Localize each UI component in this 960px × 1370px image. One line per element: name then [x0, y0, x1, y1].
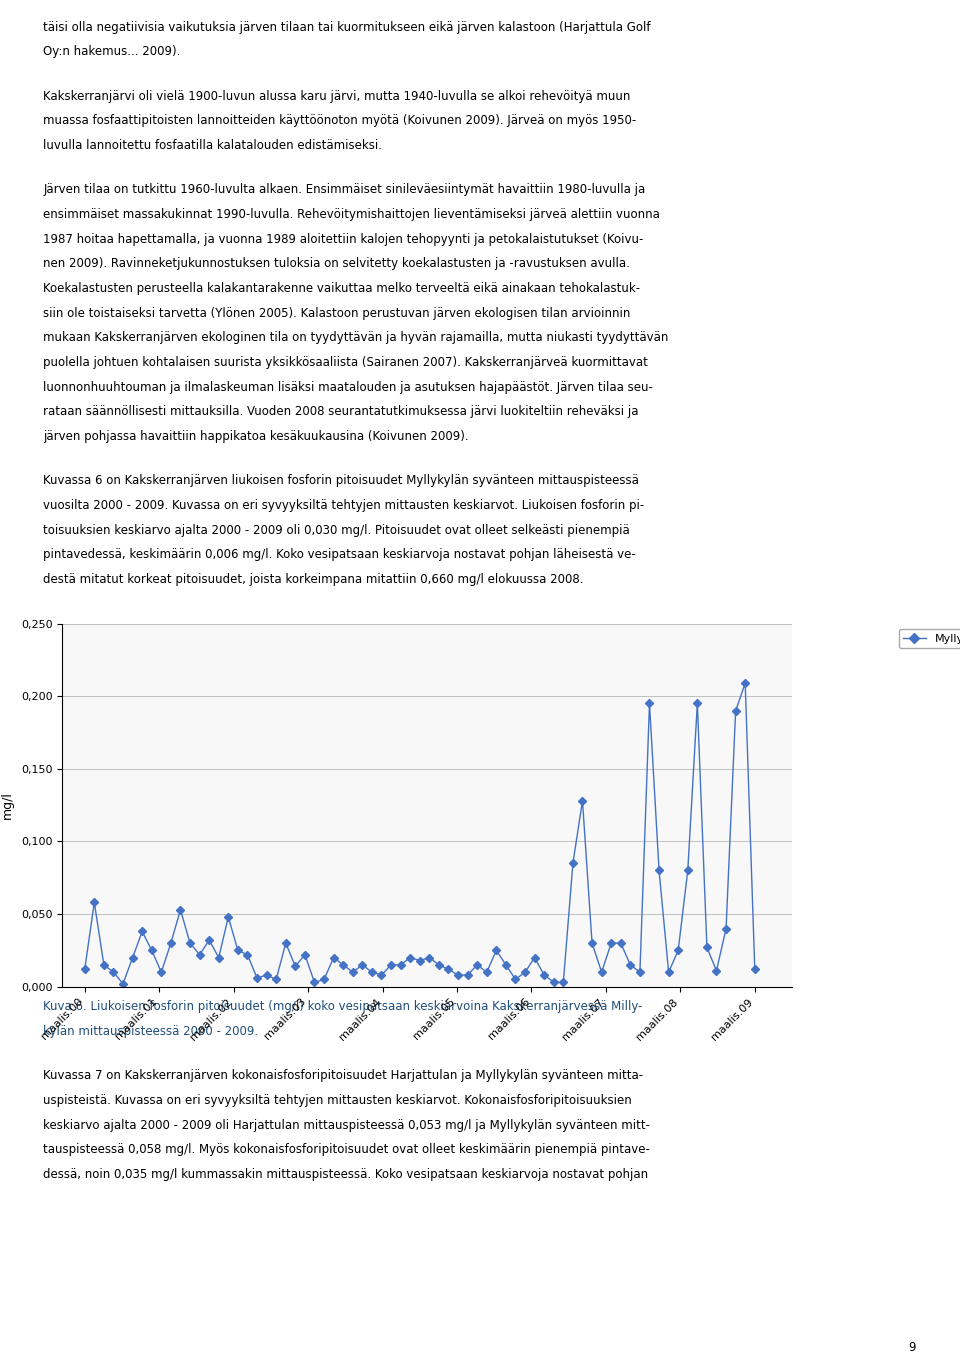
Text: toisuuksien keskiarvo ajalta 2000 - 2009 oli 0,030 mg/l. Pitoisuudet ovat olleet: toisuuksien keskiarvo ajalta 2000 - 2009… [43, 523, 630, 537]
Text: Koekalastusten perusteella kalakantarakenne vaikuttaa melko terveeltä eikä ainak: Koekalastusten perusteella kalakantarake… [43, 282, 640, 295]
Text: muassa fosfaattipitoisten lannoitteiden käyttöönoton myötä (Koivunen 2009). Järv: muassa fosfaattipitoisten lannoitteiden … [43, 114, 636, 127]
Text: dessä, noin 0,035 mg/l kummassakin mittauspisteessä. Koko vesipatsaan keskiarvoj: dessä, noin 0,035 mg/l kummassakin mitta… [43, 1169, 648, 1181]
Text: luvulla lannoitettu fosfaatilla kalatalouden edistämiseksi.: luvulla lannoitettu fosfaatilla kalatalo… [43, 138, 382, 152]
Text: vuosilta 2000 - 2009. Kuvassa on eri syvyyksiltä tehtyjen mittausten keskiarvot.: vuosilta 2000 - 2009. Kuvassa on eri syv… [43, 499, 644, 512]
Legend: Myllykylä: Myllykylä [899, 629, 960, 648]
Text: ensimmäiset massakukinnat 1990-luvulla. Rehevöitymishaittojen lieventämiseksi jä: ensimmäiset massakukinnat 1990-luvulla. … [43, 208, 660, 221]
Text: mukaan Kakskerranjärven ekologinen tila on tyydyttävän ja hyvän rajamailla, mutt: mukaan Kakskerranjärven ekologinen tila … [43, 332, 668, 344]
Text: 9: 9 [908, 1341, 916, 1354]
Text: nen 2009). Ravinneketjukunnostuksen tuloksia on selvitetty koekalastusten ja -ra: nen 2009). Ravinneketjukunnostuksen tulo… [43, 258, 630, 270]
Text: luonnonhuuhtouman ja ilmalaskeuman lisäksi maatalouden ja asutuksen hajapäästöt.: luonnonhuuhtouman ja ilmalaskeuman lisäk… [43, 381, 653, 393]
Y-axis label: mg/l: mg/l [1, 792, 14, 819]
Text: tauspisteessä 0,058 mg/l. Myös kokonaisfosforipitoisuudet ovat olleet keskimääri: tauspisteessä 0,058 mg/l. Myös kokonaisf… [43, 1144, 650, 1156]
Text: kylän mittauspisteessä 2000 - 2009.: kylän mittauspisteessä 2000 - 2009. [43, 1025, 258, 1038]
Text: 1987 hoitaa hapettamalla, ja vuonna 1989 aloitettiin kalojen tehopyynti ja petok: 1987 hoitaa hapettamalla, ja vuonna 1989… [43, 233, 643, 245]
Text: järven pohjassa havaittiin happikatoa kesäkuukausina (Koivunen 2009).: järven pohjassa havaittiin happikatoa ke… [43, 430, 468, 443]
Text: Kuvassa 7 on Kakskerranjärven kokonaisfosforipitoisuudet Harjattulan ja Myllykyl: Kuvassa 7 on Kakskerranjärven kokonaisfo… [43, 1070, 643, 1082]
Text: destä mitatut korkeat pitoisuudet, joista korkeimpana mitattiin 0,660 mg/l eloku: destä mitatut korkeat pitoisuudet, joist… [43, 573, 584, 586]
Text: puolella johtuen kohtalaisen suurista yksikkösaaliista (Sairanen 2007). Kakskerr: puolella johtuen kohtalaisen suurista yk… [43, 356, 648, 369]
Text: rataan säännöllisesti mittauksilla. Vuoden 2008 seurantatutkimuksessa järvi luok: rataan säännöllisesti mittauksilla. Vuod… [43, 406, 638, 418]
Text: siin ole toistaiseksi tarvetta (Ylönen 2005). Kalastoon perustuvan järven ekolog: siin ole toistaiseksi tarvetta (Ylönen 2… [43, 307, 631, 319]
Text: uspisteistä. Kuvassa on eri syvyyksiltä tehtyjen mittausten keskiarvot. Kokonais: uspisteistä. Kuvassa on eri syvyyksiltä … [43, 1095, 632, 1107]
Text: Oy:n hakemus... 2009).: Oy:n hakemus... 2009). [43, 45, 180, 58]
Text: Kuvassa 6 on Kakskerranjärven liukoisen fosforin pitoisuudet Myllykylän syväntee: Kuvassa 6 on Kakskerranjärven liukoisen … [43, 474, 639, 488]
Text: pintavedessä, keskimäärin 0,006 mg/l. Koko vesipatsaan keskiarvoja nostavat pohj: pintavedessä, keskimäärin 0,006 mg/l. Ko… [43, 548, 636, 562]
Text: keskiarvo ajalta 2000 - 2009 oli Harjattulan mittauspisteessä 0,053 mg/l ja Myll: keskiarvo ajalta 2000 - 2009 oli Harjatt… [43, 1119, 650, 1132]
Text: täisi olla negatiivisia vaikutuksia järven tilaan tai kuormitukseen eikä järven : täisi olla negatiivisia vaikutuksia järv… [43, 21, 651, 33]
Text: Kuva 6. Liukoisen fosforin pitoisuudet (mg/l) koko vesipatsaan keskiarvoina Kaks: Kuva 6. Liukoisen fosforin pitoisuudet (… [43, 1000, 642, 1014]
Text: Kakskerranjärvi oli vielä 1900-luvun alussa karu järvi, mutta 1940-luvulla se al: Kakskerranjärvi oli vielä 1900-luvun alu… [43, 89, 631, 103]
Text: Järven tilaa on tutkittu 1960-luvulta alkaen. Ensimmäiset sinileväesiintymät hav: Järven tilaa on tutkittu 1960-luvulta al… [43, 184, 645, 196]
